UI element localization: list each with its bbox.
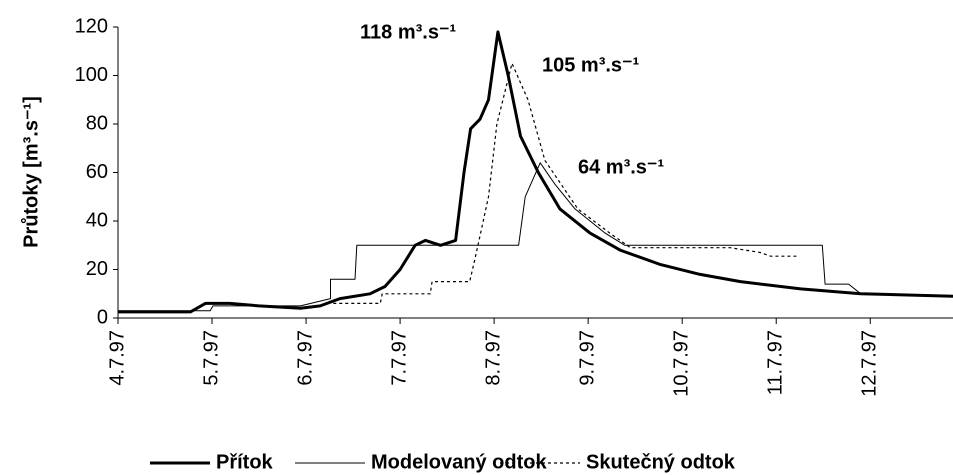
x-tick-label: 12.7.97 bbox=[859, 330, 881, 397]
y-tick-label: 40 bbox=[86, 209, 108, 231]
legend-text: Skutečný odtok bbox=[586, 451, 736, 473]
annotation: 64 m³.s⁻¹ bbox=[578, 156, 664, 178]
y-tick-label: 120 bbox=[75, 15, 108, 37]
y-tick-label: 80 bbox=[86, 112, 108, 134]
x-tick-label: 6.7.97 bbox=[294, 330, 316, 386]
series-line bbox=[118, 30, 953, 314]
y-axis-title: Průtoky [m³.s⁻¹] bbox=[20, 96, 42, 248]
y-tick-label: 20 bbox=[86, 258, 108, 280]
legend-text: Přítok bbox=[216, 451, 274, 473]
series-line bbox=[333, 62, 797, 304]
x-tick-label: 11.7.97 bbox=[765, 330, 787, 395]
y-tick-label: 100 bbox=[75, 64, 108, 86]
x-tick-label: 4.7.97 bbox=[106, 330, 128, 386]
annotation: 118 m³.s⁻¹ bbox=[360, 21, 457, 43]
x-tick-label: 8.7.97 bbox=[482, 330, 504, 386]
x-tick-label: 7.7.97 bbox=[388, 330, 410, 386]
x-tick-label: 10.7.97 bbox=[670, 330, 692, 397]
y-tick-label: 0 bbox=[97, 306, 108, 328]
x-tick-label: 9.7.97 bbox=[576, 330, 598, 386]
y-tick-label: 60 bbox=[86, 161, 108, 183]
annotation: 105 m³.s⁻¹ bbox=[542, 54, 640, 76]
legend-text: Modelovaný odtok bbox=[371, 451, 547, 473]
series-line bbox=[118, 162, 953, 312]
x-tick-label: 5.7.97 bbox=[200, 330, 222, 386]
